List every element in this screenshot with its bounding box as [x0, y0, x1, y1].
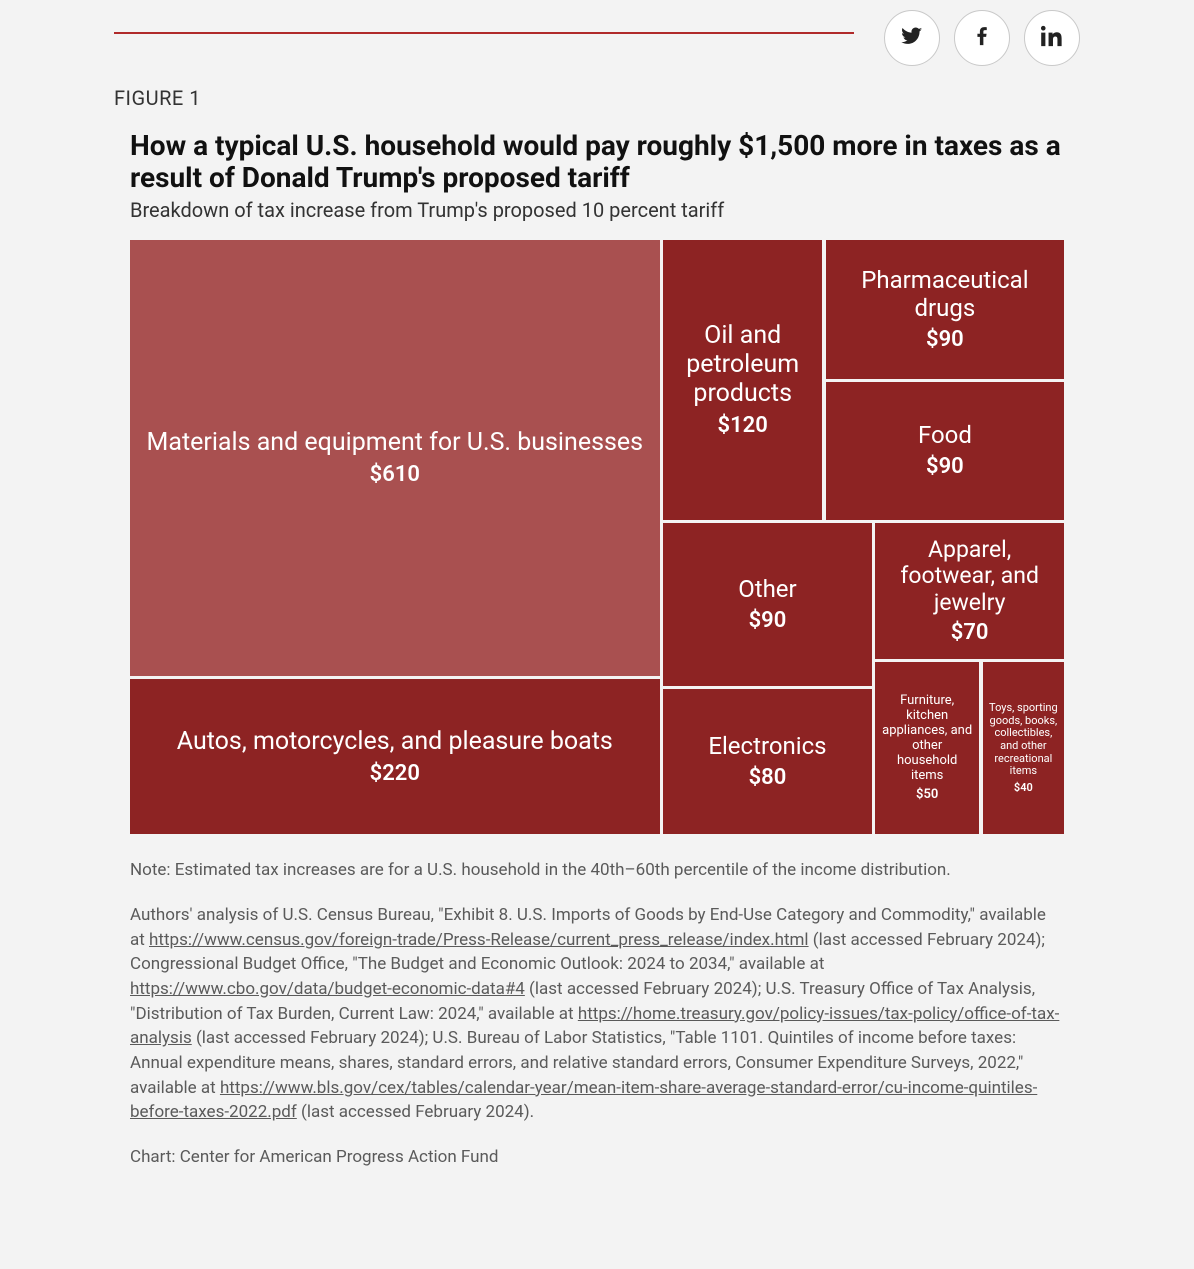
figure-label: FIGURE 1 [0, 66, 1194, 110]
treemap-cell-value: $90 [749, 608, 787, 633]
treemap-cell-electronics: Electronics $80 [663, 689, 871, 834]
treemap-cell-autos: Autos, motorcycles, and pleasure boats $2… [130, 679, 660, 834]
treemap-cell-label: Autos, motorcycles, and pleasure boats [177, 728, 613, 757]
share-linkedin-button[interactable] [1024, 10, 1080, 66]
facebook-icon [971, 25, 993, 51]
source-link[interactable]: https://home.treasury.gov/policy-issues/… [130, 1004, 1059, 1049]
treemap-chart: Materials and equipment for U.S. busines… [130, 240, 1064, 834]
chart-subtitle: Breakdown of tax increase from Trump's p… [130, 198, 1064, 222]
treemap-cell-value: $80 [749, 765, 787, 790]
treemap-cell-value: $70 [951, 620, 989, 645]
treemap-cell-label: Oil and petroleum products [669, 322, 816, 408]
treemap-cell-food: Food $90 [826, 382, 1064, 520]
treemap-cell-value: $90 [926, 454, 964, 479]
top-row [0, 10, 1194, 66]
treemap-cell-label: Food [918, 422, 972, 450]
treemap-cell-value: $120 [718, 413, 768, 438]
chart-title: How a typical U.S. household would pay r… [130, 130, 1064, 194]
treemap-cell-value: $220 [370, 761, 420, 786]
treemap-cell-furniture: Furniture, kitchen appliances, and other… [875, 662, 979, 834]
treemap-cell-value: $50 [916, 788, 938, 803]
sources-paragraph: Authors' analysis of U.S. Census Bureau,… [130, 903, 1064, 1125]
share-row [884, 10, 1080, 66]
chart-notes: Note: Estimated tax increases are for a … [0, 834, 1194, 1169]
treemap-cell-label: Other [738, 576, 796, 604]
treemap-cell-label: Furniture, kitchen appliances, and other… [881, 694, 973, 784]
treemap-cell-materials: Materials and equipment for U.S. busines… [130, 240, 660, 676]
chart-credit: Chart: Center for American Progress Acti… [130, 1145, 1064, 1170]
source-link[interactable]: https://www.bls.gov/cex/tables/calendar-… [130, 1078, 1037, 1123]
treemap-cell-label: Toys, sporting goods, books, collectible… [989, 702, 1058, 778]
twitter-icon [901, 25, 923, 51]
note-line: Note: Estimated tax increases are for a … [130, 858, 1064, 883]
treemap-cell-value: $40 [1014, 782, 1033, 795]
treemap-cell-pharma: Pharmaceutical drugs $90 [826, 240, 1064, 378]
treemap-cell-label: Pharmaceutical drugs [832, 267, 1058, 322]
source-link[interactable]: https://www.census.gov/foreign-trade/Pre… [149, 930, 809, 950]
source-link[interactable]: https://www.cbo.gov/data/budget-economic… [130, 979, 525, 999]
treemap-cell-value: $90 [926, 327, 964, 352]
treemap-cell-other: Other $90 [663, 523, 871, 686]
divider-rule [114, 32, 854, 34]
share-facebook-button[interactable] [954, 10, 1010, 66]
share-twitter-button[interactable] [884, 10, 940, 66]
treemap-cell-label: Materials and equipment for U.S. busines… [147, 429, 644, 458]
linkedin-icon [1041, 25, 1063, 51]
treemap-cell-value: $610 [370, 462, 420, 487]
treemap-cell-toys: Toys, sporting goods, books, collectible… [983, 662, 1064, 834]
treemap-cell-label: Electronics [708, 733, 826, 761]
figure-container: FIGURE 1 How a typical U.S. household wo… [0, 0, 1194, 1269]
chart-block: How a typical U.S. household would pay r… [0, 110, 1194, 834]
treemap-cell-apparel: Apparel, footwear, and jewelry $70 [875, 523, 1064, 659]
treemap-cell-oil: Oil and petroleum products $120 [663, 240, 822, 520]
treemap-cell-label: Apparel, footwear, and jewelry [881, 537, 1058, 616]
